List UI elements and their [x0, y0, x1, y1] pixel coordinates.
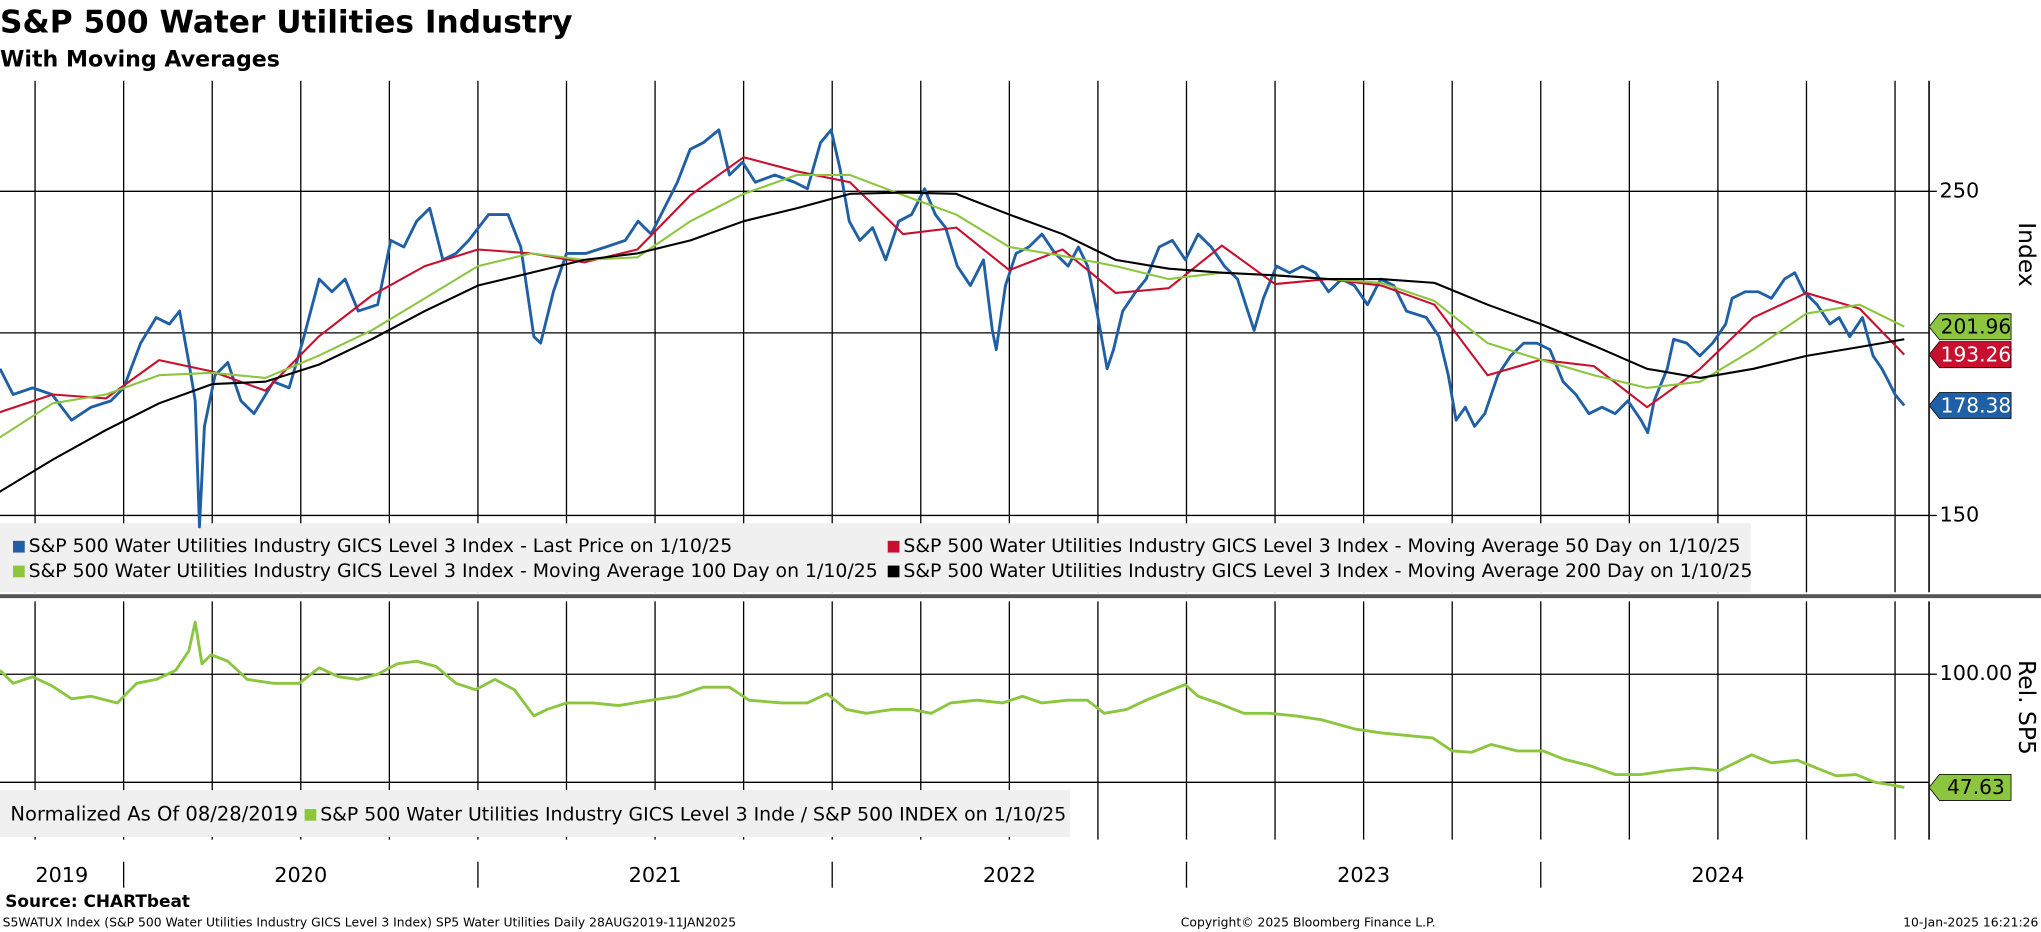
value-tag	[1928, 774, 2012, 801]
legend-box	[0, 790, 1070, 837]
value-tag	[1928, 392, 2012, 419]
copyright: Copyright© 2025 Bloomberg Finance L.P.	[1181, 915, 1436, 929]
x-tick-label: 2019	[35, 863, 88, 887]
series-line	[0, 173, 1905, 439]
y-axis-label: Index	[2013, 222, 2041, 287]
panel-separator	[0, 594, 2041, 599]
y-tick-label: 150	[1939, 502, 1979, 526]
legend-label: S&P 500 Water Utilities Industry GICS Le…	[29, 535, 733, 557]
legend-swatch	[887, 565, 900, 578]
value-tag	[1928, 341, 2012, 369]
legend-swatch	[887, 540, 900, 553]
legend-note: Normalized As Of 08/28/2019	[10, 802, 298, 825]
y-tick-label: 100.00	[1939, 661, 2012, 685]
x-tick-label: 2022	[983, 863, 1036, 887]
legend-label: S&P 500 Water Utilities Industry GICS Le…	[903, 560, 1752, 582]
value-tag-label: 201.96	[1941, 315, 2012, 339]
value-tag	[1928, 313, 2012, 341]
x-tick-label: 2021	[629, 863, 682, 887]
y-axis-label: Rel. SP5	[2013, 660, 2041, 755]
series-line	[0, 620, 1905, 789]
legend-label: S&P 500 Water Utilities Industry GICS Le…	[29, 560, 878, 582]
series-line	[0, 128, 1906, 529]
x-tick-label: 2020	[274, 863, 327, 887]
chart-subtitle: With Moving Averages	[0, 46, 280, 72]
series-line	[0, 156, 1906, 414]
value-tag-label: 47.63	[1947, 775, 2005, 799]
legend-swatch	[13, 565, 25, 578]
x-tick-label: 2023	[1337, 863, 1390, 887]
legend-swatch	[13, 540, 25, 553]
chart-title: S&P 500 Water Utilities Industry	[0, 4, 573, 40]
timestamp: 10-Jan-2025 16:21:26	[1903, 915, 2038, 929]
source: Source: CHARTbeat	[5, 891, 190, 911]
y-tick-label: 250	[1939, 178, 1979, 202]
value-tag-label: 178.38	[1941, 393, 2012, 417]
legend-label: S&P 500 Water Utilities Industry GICS Le…	[903, 535, 1740, 557]
legend-box	[0, 523, 1751, 593]
x-tick-label: 2024	[1691, 863, 1744, 887]
value-tag-label: 193.26	[1941, 342, 2012, 366]
legend-swatch	[304, 808, 317, 821]
legend-label: S&P 500 Water Utilities Industry GICS Le…	[320, 803, 1066, 825]
series-line	[0, 191, 1905, 493]
footer-description: S5WATUX Index (S&P 500 Water Utilities I…	[3, 915, 737, 929]
